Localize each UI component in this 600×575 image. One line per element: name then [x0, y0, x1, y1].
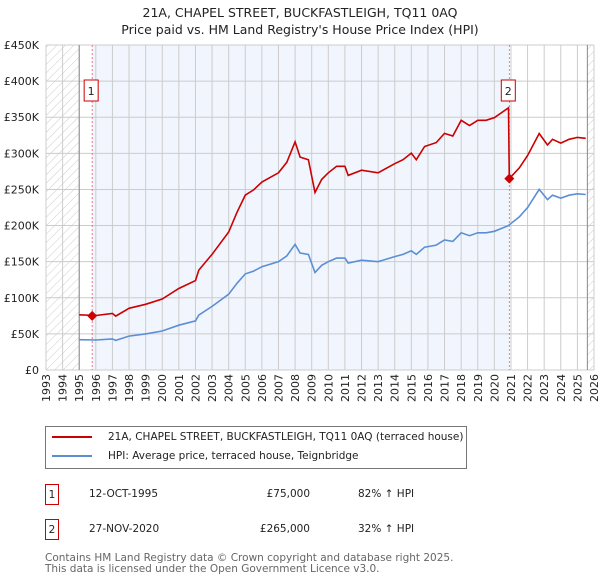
sale-point: [504, 173, 515, 184]
y-tick-label: £0: [25, 364, 39, 377]
legend-label: 21A, CHAPEL STREET, BUCKFASTLEIGH, TQ11 …: [108, 431, 464, 443]
footer: Contains HM Land Registry data © Crown c…: [45, 553, 453, 575]
y-tick-label: £350K: [4, 111, 40, 124]
y-tick-label: £250K: [4, 183, 40, 196]
hatched-region-right: [587, 45, 594, 370]
x-tick-label: 2002: [189, 374, 202, 402]
x-tick-label: 2016: [422, 374, 435, 402]
x-tick-label: 1996: [90, 374, 103, 402]
x-tick-label: 2006: [256, 374, 269, 402]
sale-badge: 1: [45, 484, 59, 505]
x-tick-label: 2012: [356, 374, 369, 402]
x-tick-label: 2023: [538, 374, 551, 402]
y-tick-label: £50K: [11, 328, 40, 341]
x-tick-label: 1997: [106, 374, 119, 402]
x-tick-label: 2026: [588, 374, 600, 402]
x-tick-label: 2004: [223, 374, 236, 402]
sale-date: 27-NOV-2020: [89, 523, 160, 535]
sale-point: [87, 310, 98, 321]
x-tick-label: 2009: [306, 374, 319, 402]
x-tick-label: 2025: [571, 374, 584, 402]
red-line-swatch: [52, 436, 92, 438]
legend-item-hpi: HPI: Average price, terraced house, Teig…: [52, 450, 359, 462]
x-tick-label: 2001: [173, 374, 186, 402]
footer-line-2: This data is licensed under the Open Gov…: [45, 563, 380, 575]
sale-hpi: 32% ↑ HPI: [358, 523, 415, 535]
x-tick-label: 2019: [472, 374, 485, 402]
sale-label-box: [83, 79, 99, 102]
x-tick-label: 2024: [555, 374, 568, 402]
x-tick-label: 2014: [389, 374, 402, 402]
x-tick-label: 2015: [405, 374, 418, 402]
sale-price: £75,000: [266, 488, 310, 500]
x-tick-label: 2022: [522, 374, 535, 402]
y-tick-label: £150K: [4, 256, 40, 269]
x-tick-label: 2000: [156, 374, 169, 402]
y-tick-label: £450K: [4, 39, 40, 52]
x-tick-label: 1993: [40, 374, 53, 402]
legend-item-property: 21A, CHAPEL STREET, BUCKFASTLEIGH, TQ11 …: [52, 431, 463, 443]
x-tick-label: 2011: [339, 374, 352, 402]
ownership-shading: [92, 45, 510, 370]
x-tick-label: 1998: [123, 374, 136, 402]
blue-line-swatch: [52, 455, 92, 457]
x-tick-label: 2008: [289, 374, 302, 402]
sale-hpi: 82% ↑ HPI: [358, 488, 415, 500]
x-tick-label: 1999: [140, 374, 153, 402]
property-price-line: [79, 106, 586, 318]
sale-date: 12-OCT-1995: [89, 488, 158, 500]
y-tick-label: £400K: [4, 75, 40, 88]
legend-label: HPI: Average price, terraced house, Teig…: [108, 450, 359, 462]
footer-line-1: Contains HM Land Registry data © Crown c…: [45, 552, 454, 564]
x-tick-label: 2018: [455, 374, 468, 402]
sale-row: 1 12-OCT-1995 £75,000 82% ↑ HPI: [45, 484, 445, 506]
sale-label-box: [500, 79, 516, 102]
x-tick-label: 2010: [322, 374, 335, 402]
hpi-line: [79, 188, 586, 342]
x-tick-label: 2020: [488, 374, 501, 402]
sale-label: 1: [88, 85, 95, 98]
y-tick-label: £100K: [4, 292, 40, 305]
x-tick-label: 2017: [439, 374, 452, 402]
chart-title: 21A, CHAPEL STREET, BUCKFASTLEIGH, TQ11 …: [142, 5, 458, 20]
y-tick-label: £200K: [4, 220, 40, 233]
sale-badge: 2: [45, 519, 59, 540]
chart-subtitle: Price paid vs. HM Land Registry's House …: [121, 22, 479, 37]
x-tick-label: 2013: [372, 374, 385, 402]
x-tick-label: 2007: [272, 374, 285, 402]
sale-price: £265,000: [259, 523, 310, 535]
sale-label: 2: [505, 85, 512, 98]
legend: 21A, CHAPEL STREET, BUCKFASTLEIGH, TQ11 …: [45, 426, 467, 469]
sale-row: 2 27-NOV-2020 £265,000 32% ↑ HPI: [45, 519, 445, 541]
x-tick-label: 2003: [206, 374, 219, 402]
x-tick-label: 1995: [73, 374, 86, 402]
x-tick-label: 1994: [57, 374, 70, 402]
y-tick-label: £300K: [4, 147, 40, 160]
x-tick-label: 2021: [505, 374, 518, 402]
x-tick-label: 2005: [239, 374, 252, 402]
